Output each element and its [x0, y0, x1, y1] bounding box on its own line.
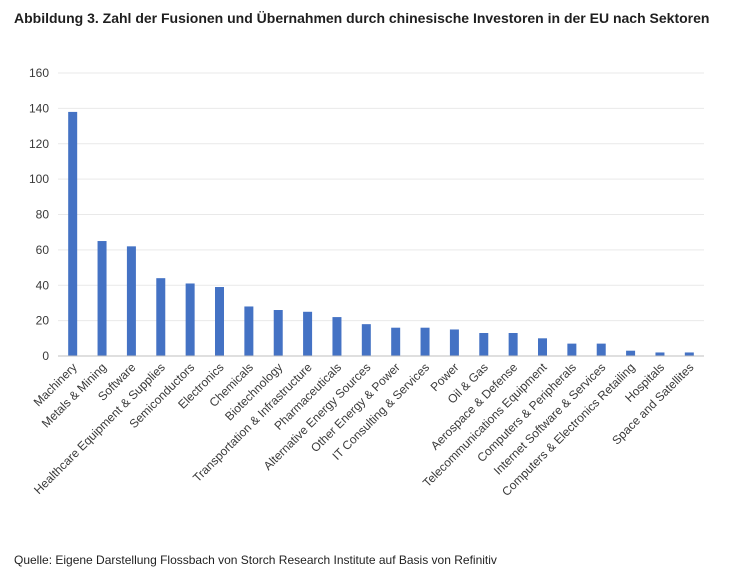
bar	[449, 329, 459, 356]
bar	[391, 327, 401, 356]
y-tick-label: 120	[29, 137, 49, 151]
bar	[626, 350, 636, 356]
bar	[332, 317, 342, 356]
bar	[655, 352, 665, 356]
bar	[361, 324, 371, 356]
y-tick-label: 80	[36, 208, 50, 222]
bar	[508, 333, 518, 356]
bar	[126, 246, 136, 356]
bar	[244, 306, 254, 356]
y-tick-label: 20	[36, 314, 50, 328]
bar	[215, 287, 224, 356]
y-tick-label: 140	[29, 101, 49, 115]
bar	[538, 338, 547, 356]
bar	[273, 310, 283, 356]
bar	[303, 311, 313, 356]
chart-title: Abbildung 3. Zahl der Fusionen und Übern…	[14, 10, 710, 26]
bar	[68, 111, 78, 356]
bar	[479, 333, 489, 356]
bar	[596, 343, 606, 356]
bar	[97, 241, 107, 356]
y-tick-label: 160	[29, 66, 49, 80]
bar	[185, 283, 195, 356]
bar	[684, 352, 694, 356]
y-tick-label: 40	[36, 278, 50, 292]
bar	[156, 278, 166, 356]
y-tick-label: 100	[29, 172, 49, 186]
bar	[420, 327, 430, 356]
bar	[567, 343, 577, 356]
y-tick-label: 60	[36, 243, 50, 257]
source-note: Quelle: Eigene Darstellung Flossbach von…	[14, 553, 497, 567]
y-tick-label: 0	[42, 349, 49, 363]
